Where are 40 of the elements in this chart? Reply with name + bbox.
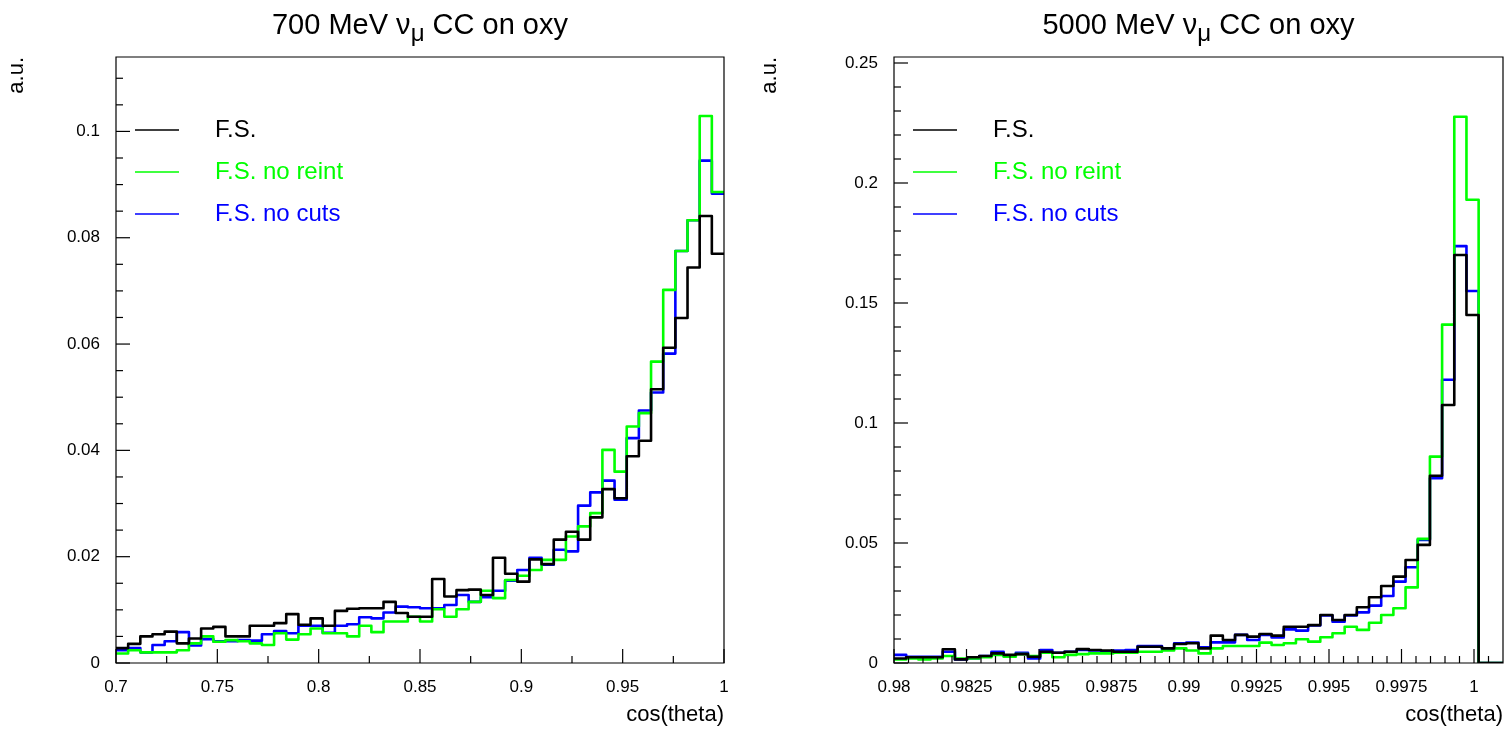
y-tick-label: 0.1 — [76, 121, 100, 141]
x-tick-label: 0.99 — [1167, 676, 1201, 696]
y-tick-label: 0.02 — [66, 546, 100, 566]
y-tick-label: 0.25 — [844, 52, 878, 72]
y-tick-label: 0.08 — [66, 227, 100, 247]
chart-title: 5000 MeV ν$_{μ}$ CC on oxy — [1042, 8, 1355, 47]
x-tick-label: 0.85 — [403, 676, 437, 696]
x-tick-label: 0.9875 — [1085, 676, 1138, 696]
y-tick-label: 0 — [90, 652, 100, 672]
legend-label: F.S. no cuts — [993, 198, 1119, 226]
x-tick-label: 0.95 — [606, 676, 640, 696]
x-tick-label: 0.9925 — [1230, 676, 1283, 696]
x-tick-label: 0.7 — [104, 676, 128, 696]
x-tick-label: 1 — [719, 676, 729, 696]
legend-label: F.S. — [215, 114, 257, 142]
y-axis-title: a.u. — [756, 57, 782, 94]
legend-label: F.S. no reint — [215, 156, 344, 184]
legend-label: F.S. no reint — [993, 156, 1122, 184]
y-tick-label: 0.05 — [844, 532, 878, 552]
legend-label: F.S. — [993, 114, 1035, 142]
x-tick-label: 0.9 — [509, 676, 534, 696]
x-axis-title: cos(theta) — [1405, 700, 1503, 726]
y-tick-label: 0.04 — [66, 440, 100, 460]
x-tick-label: 0.9975 — [1375, 676, 1428, 696]
x-tick-label: 0.9825 — [940, 676, 993, 696]
y-tick-label: 0.1 — [854, 412, 878, 432]
y-tick-label: 0 — [868, 652, 878, 672]
x-tick-label: 0.995 — [1307, 676, 1351, 696]
y-axis-title: a.u. — [3, 57, 29, 94]
legend-label: F.S. no cuts — [215, 198, 341, 226]
y-tick-label: 0.15 — [844, 292, 878, 312]
x-tick-label: 0.98 — [877, 676, 911, 696]
chart-title: 700 MeV ν$_{μ}$ CC on oxy — [271, 8, 569, 47]
x-tick-label: 1 — [1469, 676, 1479, 696]
x-tick-label: 0.8 — [306, 676, 331, 696]
x-tick-label: 0.985 — [1017, 676, 1061, 696]
x-axis-title: cos(theta) — [626, 700, 724, 726]
y-tick-label: 0.2 — [854, 172, 878, 192]
x-tick-label: 0.75 — [200, 676, 234, 696]
y-tick-label: 0.06 — [66, 333, 100, 353]
